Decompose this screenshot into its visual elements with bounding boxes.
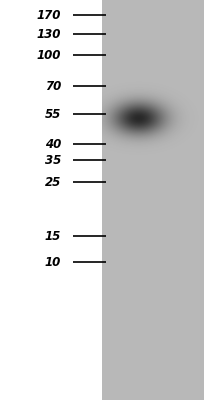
Text: 10: 10 [45, 256, 61, 268]
Text: 100: 100 [37, 49, 61, 62]
Text: 15: 15 [45, 230, 61, 242]
Text: 25: 25 [45, 176, 61, 188]
Text: 170: 170 [37, 9, 61, 22]
Text: 35: 35 [45, 154, 61, 166]
Text: 70: 70 [45, 80, 61, 92]
Text: 130: 130 [37, 28, 61, 40]
Text: 40: 40 [45, 138, 61, 150]
Text: 55: 55 [45, 108, 61, 120]
Bar [102, 0, 204, 400]
